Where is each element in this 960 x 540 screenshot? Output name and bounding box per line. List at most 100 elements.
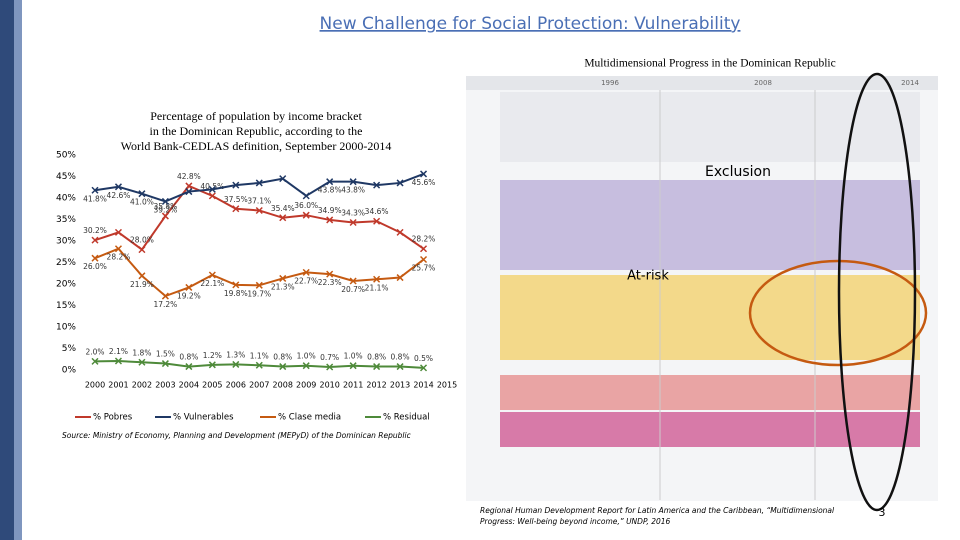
data-label: 43.8% — [341, 186, 365, 195]
data-label: 42.8% — [177, 172, 201, 181]
y-tick-label: 40% — [56, 194, 76, 204]
marker — [255, 361, 263, 369]
marker — [91, 186, 99, 194]
data-label: 2.0% — [85, 347, 104, 356]
x-tick-label: 2015 — [437, 381, 457, 390]
x-tick-label: 2012 — [366, 381, 386, 390]
data-label: 26.0% — [83, 262, 107, 271]
marker — [302, 192, 310, 200]
side-bar — [0, 0, 14, 540]
data-label: 40.5% — [200, 182, 224, 191]
infographic — [466, 72, 938, 512]
marker — [185, 188, 193, 196]
marker — [396, 179, 404, 187]
data-label: 19.7% — [247, 289, 271, 298]
panel-year: 2008 — [754, 79, 772, 87]
y-tick-label: 30% — [56, 237, 76, 247]
marker — [420, 364, 428, 372]
marker — [326, 270, 334, 278]
marker — [114, 357, 122, 365]
data-label: 1.5% — [156, 350, 175, 359]
x-tick-label: 2004 — [179, 381, 199, 390]
data-label: 22.1% — [200, 279, 224, 288]
marker — [279, 274, 287, 282]
data-label: 1.8% — [132, 348, 151, 357]
marker — [232, 181, 240, 189]
y-tick-label: 5% — [62, 344, 77, 354]
marker — [114, 183, 122, 191]
data-label: 20.7% — [341, 285, 365, 294]
footnote-box: Regional Human Development Report for La… — [480, 506, 835, 526]
data-label: 41.0% — [130, 198, 154, 207]
marker — [420, 245, 428, 253]
marker — [302, 268, 310, 276]
data-label: 28.2% — [412, 235, 436, 244]
marker — [138, 358, 146, 366]
y-tick-label: 25% — [56, 258, 76, 268]
marker — [232, 360, 240, 368]
side-bar-stripe — [14, 0, 22, 540]
data-label: 0.8% — [391, 353, 410, 362]
legend-label: % Clase media — [278, 413, 341, 423]
data-label: 1.2% — [203, 351, 222, 360]
marker — [420, 170, 428, 178]
data-label: 45.6% — [412, 178, 436, 187]
data-label: 0.8% — [273, 353, 292, 362]
x-tick-label: 2006 — [226, 381, 246, 390]
data-label: 21.3% — [271, 282, 295, 291]
legend-label: % Residual — [383, 413, 430, 423]
data-label: 22.7% — [294, 276, 318, 285]
y-tick-label: 20% — [56, 280, 76, 290]
data-label: 34.6% — [365, 207, 389, 216]
y-tick-label: 50% — [56, 151, 76, 161]
marker — [373, 363, 381, 371]
marker — [349, 178, 357, 186]
x-tick-label: 2002 — [132, 381, 152, 390]
data-label: 37.5% — [224, 195, 248, 204]
data-label: 42.6% — [107, 191, 131, 200]
panel-year: 2014 — [901, 79, 919, 87]
data-label: 30.2% — [83, 226, 107, 235]
marker — [185, 363, 193, 371]
page-number: 3 — [879, 506, 886, 519]
data-label: 1.1% — [250, 351, 269, 360]
slide-title: New Challenge for Social Protection: Vul… — [320, 14, 741, 34]
data-label: 34.9% — [318, 206, 342, 215]
marker — [373, 275, 381, 283]
marker — [279, 175, 287, 183]
data-label: 37.1% — [247, 196, 271, 205]
marker — [279, 363, 287, 371]
y-tick-label: 15% — [56, 301, 76, 311]
data-label: 35.8% — [153, 202, 177, 211]
marker — [91, 254, 99, 262]
data-label: 17.2% — [153, 300, 177, 309]
marker — [349, 218, 357, 227]
data-label: 0.7% — [320, 353, 339, 362]
marker — [138, 190, 146, 198]
marker — [114, 228, 122, 236]
marker — [349, 362, 357, 370]
source: Source: Ministry of Economy, Planning an… — [62, 431, 412, 440]
marker — [208, 185, 216, 193]
x-tick-label: 2001 — [108, 381, 128, 390]
legend-label: % Vulnerables — [173, 413, 234, 423]
marker — [208, 192, 216, 200]
marker — [138, 246, 146, 254]
marker — [161, 292, 169, 300]
marker — [326, 178, 334, 186]
data-label: 43.8% — [318, 186, 342, 195]
marker — [232, 281, 240, 289]
data-label: 35.4% — [271, 204, 295, 213]
marker — [138, 272, 146, 280]
footnote: Regional Human Development Report for La… — [480, 506, 835, 526]
marker — [232, 205, 240, 213]
marker — [420, 255, 428, 264]
data-label: 19.8% — [224, 289, 248, 298]
data-label: 34.3% — [341, 209, 365, 218]
x-tick-label: 2009 — [296, 381, 316, 390]
marker — [161, 212, 169, 220]
data-label: 1.0% — [297, 352, 316, 361]
panel-title: Multidimensional Progress in the Dominic… — [584, 58, 835, 70]
marker — [161, 360, 169, 368]
